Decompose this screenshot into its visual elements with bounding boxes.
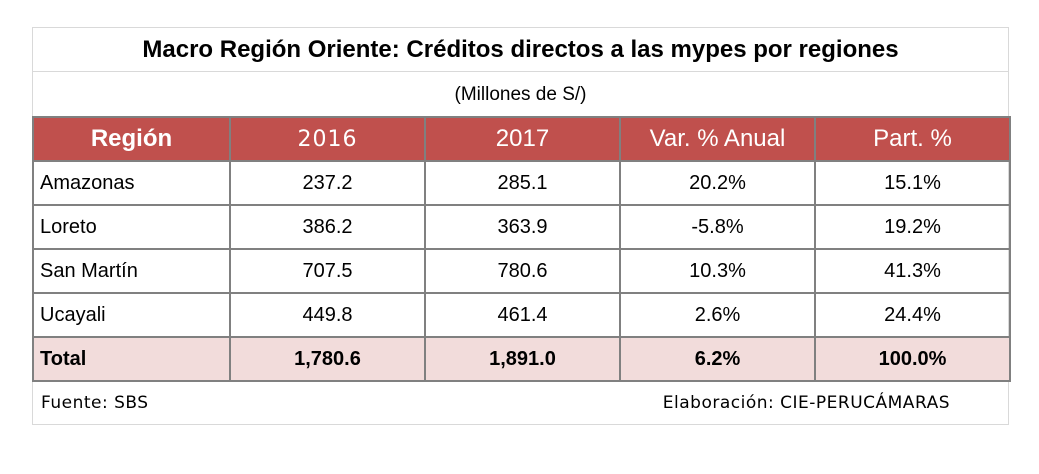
table-row: San Martín 707.5 780.6 10.3% 41.3% <box>32 248 1011 294</box>
cell-region: San Martín <box>32 248 231 294</box>
column-header-2016: 2016 <box>229 116 426 162</box>
cell-var: 2.6% <box>619 292 816 338</box>
cell-2016: 707.5 <box>229 248 426 294</box>
cell-2016: 386.2 <box>229 204 426 250</box>
cell-part: 41.3% <box>814 248 1011 294</box>
cell-2016: 449.8 <box>229 292 426 338</box>
credits-table: Región 2016 2017 Var. % Anual Part. % Am… <box>32 116 1011 382</box>
cell-total-label: Total <box>32 336 231 382</box>
table-row: Ucayali 449.8 461.4 2.6% 24.4% <box>32 292 1011 338</box>
table-frame: Macro Región Oriente: Créditos directos … <box>32 27 1011 425</box>
column-header-part: Part. % <box>814 116 1011 162</box>
column-header-2017: 2017 <box>424 116 621 162</box>
table-subtitle: (Millones de S/) <box>454 83 587 105</box>
cell-total-2016: 1,780.6 <box>229 336 426 382</box>
cell-region: Loreto <box>32 204 231 250</box>
cell-part: 15.1% <box>814 160 1011 206</box>
source-note: Fuente: SBS <box>41 393 149 413</box>
cell-region: Amazonas <box>32 160 231 206</box>
cell-2017: 363.9 <box>424 204 621 250</box>
cell-2017: 461.4 <box>424 292 621 338</box>
column-header-region: Región <box>32 116 231 162</box>
cell-var: -5.8% <box>619 204 816 250</box>
column-header-var-anual: Var. % Anual <box>619 116 816 162</box>
cell-total-var: 6.2% <box>619 336 816 382</box>
cell-total-part: 100.0% <box>814 336 1011 382</box>
table-footer: Fuente: SBS Elaboración: CIE-PERUCÁMARAS <box>33 381 1008 425</box>
table-row: Loreto 386.2 363.9 -5.8% 19.2% <box>32 204 1011 250</box>
cell-total-2017: 1,891.0 <box>424 336 621 382</box>
cell-part: 19.2% <box>814 204 1011 250</box>
cell-var: 20.2% <box>619 160 816 206</box>
total-row: Total 1,780.6 1,891.0 6.2% 100.0% <box>32 336 1011 382</box>
elaboration-note: Elaboración: CIE-PERUCÁMARAS <box>662 393 950 413</box>
cell-2017: 780.6 <box>424 248 621 294</box>
table-title: Macro Región Oriente: Créditos directos … <box>33 28 1008 72</box>
cell-var: 10.3% <box>619 248 816 294</box>
cell-region: Ucayali <box>32 292 231 338</box>
table-row: Amazonas 237.2 285.1 20.2% 15.1% <box>32 160 1011 206</box>
header-row: Región 2016 2017 Var. % Anual Part. % <box>32 116 1011 162</box>
cell-part: 24.4% <box>814 292 1011 338</box>
cell-2017: 285.1 <box>424 160 621 206</box>
cell-2016: 237.2 <box>229 160 426 206</box>
